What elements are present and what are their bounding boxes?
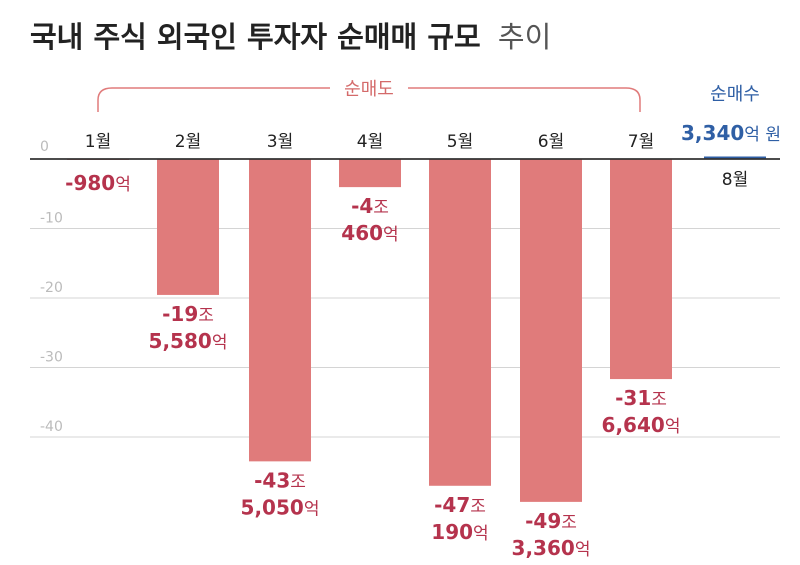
chart-title: 국내 주식 외국인 투자자 순매매 규모 추이	[30, 20, 551, 54]
data-label-unit: 조	[651, 390, 667, 410]
bar-8	[704, 156, 766, 159]
data-label-number: -4	[351, 194, 373, 218]
data-label-unit: 억	[473, 524, 489, 544]
data-label: -980억	[65, 171, 131, 195]
chart-title-suffix: 추이	[498, 20, 551, 54]
y-axis-tick-labels: 0 -10 -20 -30 -40	[40, 139, 63, 435]
data-label-unit: 조	[561, 513, 577, 533]
data-label: -19조	[162, 302, 214, 326]
data-label: 6,640억	[602, 413, 681, 437]
data-label: -31조	[615, 386, 667, 410]
y-tick-label: -10	[40, 211, 63, 227]
data-label-number: -47	[434, 493, 470, 517]
data-label-unit: 억	[665, 417, 681, 437]
buy-group-label: 순매수	[710, 84, 760, 105]
bar-6	[520, 159, 582, 502]
data-label: 5,580억	[149, 329, 228, 353]
data-label-number: 3,360	[512, 536, 575, 560]
y-tick-label: -20	[40, 280, 63, 296]
data-label: 190억	[431, 520, 488, 544]
data-label: 5,050억	[241, 495, 320, 519]
y-tick-label: 0	[40, 139, 49, 155]
bar-3	[249, 159, 311, 462]
bar-5	[429, 159, 491, 486]
bar-7	[610, 159, 672, 380]
y-tick-label: -30	[40, 350, 63, 366]
bars	[67, 156, 766, 502]
data-label: 3,360억	[512, 536, 591, 560]
data-label-number: -19	[162, 302, 198, 326]
bar-2	[157, 159, 219, 295]
data-label-number: 460	[341, 221, 383, 245]
data-label: -47조	[434, 493, 486, 517]
data-label: -49조	[525, 509, 577, 533]
x-tick-label: 7월	[628, 132, 654, 152]
data-label-unit: 억 원	[744, 125, 781, 145]
data-labels: -980억-19조5,580억-43조5,050억-4조460억-47조190억…	[65, 121, 781, 560]
data-label: 460억	[341, 221, 398, 245]
sell-group-bracket	[97, 87, 641, 112]
sell-group-label: 순매도	[344, 79, 394, 100]
data-label-unit: 조	[198, 306, 214, 326]
data-label-number: 5,050	[241, 495, 304, 519]
data-label-number: 6,640	[602, 413, 665, 437]
x-tick-label: 4월	[357, 132, 383, 152]
data-label-number: 190	[431, 520, 473, 544]
data-label-number: 5,580	[149, 329, 212, 353]
data-label-unit: 억	[115, 175, 131, 195]
data-label-unit: 조	[470, 497, 486, 517]
bar-4	[339, 159, 401, 188]
data-label-unit: 억	[383, 225, 399, 245]
data-label-unit: 조	[373, 198, 389, 218]
data-label-number: -31	[615, 386, 651, 410]
x-tick-label: 3월	[267, 132, 293, 152]
data-label-unit: 조	[290, 472, 306, 492]
data-label: 3,340억 원	[681, 121, 781, 145]
data-label-number: -980	[65, 171, 115, 195]
data-label-number: -49	[525, 509, 561, 533]
data-label: -4조	[351, 194, 389, 218]
data-label-unit: 억	[304, 499, 320, 519]
x-tick-label: 2월	[175, 132, 201, 152]
chart-title-main: 국내 주식 외국인 투자자 순매매 규모	[30, 20, 481, 54]
data-label-number: -43	[254, 468, 290, 492]
data-label-unit: 억	[212, 333, 228, 353]
x-tick-label: 8월	[722, 170, 748, 190]
x-tick-label: 6월	[538, 132, 564, 152]
y-tick-label: -40	[40, 419, 63, 435]
data-label: -43조	[254, 468, 306, 492]
data-label-unit: 억	[575, 540, 591, 560]
x-axis-labels: 1월 2월 3월 4월 5월 6월 7월 8월	[85, 132, 748, 190]
data-label-number: 3,340	[681, 121, 744, 145]
x-tick-label: 1월	[85, 132, 111, 152]
x-tick-label: 5월	[447, 132, 473, 152]
